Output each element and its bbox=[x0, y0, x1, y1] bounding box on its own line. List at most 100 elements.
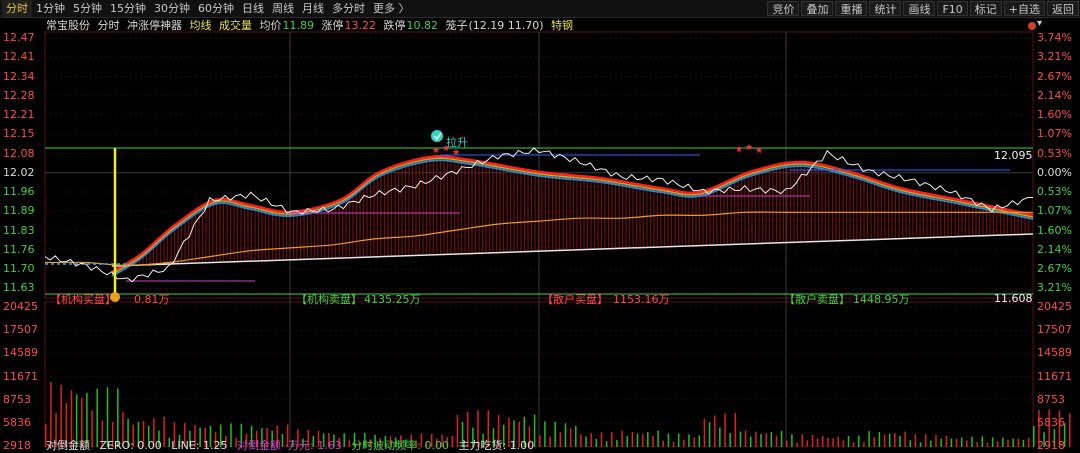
tab-9[interactable]: 多分时 bbox=[332, 2, 365, 15]
volume-bar bbox=[322, 433, 325, 447]
volume-bar bbox=[245, 433, 248, 447]
trend-curve bbox=[111, 155, 1034, 274]
sector-label[interactable]: 特钢 bbox=[551, 19, 574, 32]
tab-3[interactable]: 15分钟 bbox=[110, 2, 146, 15]
mode-label[interactable]: 分时 bbox=[97, 19, 120, 32]
toolbar-button-5[interactable]: F10 bbox=[937, 1, 968, 16]
volume-bar bbox=[708, 422, 711, 447]
volume-bar bbox=[101, 420, 104, 447]
volume-bar bbox=[595, 438, 598, 447]
volume-bar bbox=[564, 423, 567, 447]
tab-5[interactable]: 60分钟 bbox=[198, 2, 234, 15]
volume-bar bbox=[883, 434, 886, 447]
tab-10[interactable]: 更多 〉 bbox=[373, 2, 410, 15]
volume-bar bbox=[127, 418, 129, 447]
action-buttons: 竞价 叠加 重播 统计 画线 F10 标记 +自选 返回 bbox=[766, 0, 1080, 17]
percent-tick-label: 1.07% bbox=[1037, 204, 1072, 218]
percent-tick-label: 2.14% bbox=[1037, 242, 1072, 256]
volume-bar bbox=[739, 431, 742, 447]
volume-bar bbox=[1058, 410, 1061, 447]
inst-buy-label: 【机构买盘】 bbox=[50, 293, 116, 306]
tab-0[interactable]: 分时 bbox=[2, 0, 32, 17]
volume-bar bbox=[888, 433, 891, 447]
toolbar-button-3[interactable]: 统计 bbox=[869, 1, 902, 16]
avg-line-label[interactable]: 均线 bbox=[189, 19, 212, 32]
volume-bar bbox=[312, 435, 315, 447]
record-dot-icon[interactable] bbox=[1028, 22, 1036, 30]
volume-bar bbox=[1007, 439, 1009, 447]
check-icon bbox=[433, 132, 442, 141]
volume-bar bbox=[281, 434, 284, 447]
volume-bar bbox=[209, 426, 212, 447]
chevron-down-icon[interactable]: ▾ bbox=[1036, 18, 1042, 29]
retail-sell-label: 【散户卖盘】 bbox=[784, 293, 850, 306]
volume-bar bbox=[204, 427, 207, 447]
volume-bar bbox=[230, 423, 232, 447]
tab-7[interactable]: 周线 bbox=[272, 2, 294, 15]
volume-bar bbox=[683, 439, 685, 447]
volume-bar bbox=[297, 429, 299, 447]
toolbar-button-2[interactable]: 重播 bbox=[835, 1, 868, 16]
indicator-label[interactable]: 冲涨停神器 bbox=[127, 19, 182, 32]
volume-bar bbox=[466, 411, 469, 447]
bottom-item-4: 对倒金额 ·万元: 1.63 bbox=[237, 439, 342, 452]
volume-bar bbox=[554, 421, 556, 447]
volume-bar bbox=[960, 437, 963, 447]
toolbar-button-4[interactable]: 画线 bbox=[903, 1, 936, 16]
volume-bar bbox=[652, 436, 654, 447]
bottom-item-3: LINE: 1.25 bbox=[171, 439, 228, 452]
volume-tick-label: 2918 bbox=[1037, 439, 1065, 453]
volume-bar bbox=[348, 439, 351, 447]
volume-bar bbox=[863, 442, 865, 447]
tab-4[interactable]: 30分钟 bbox=[154, 2, 190, 15]
volume-bar bbox=[482, 433, 484, 447]
avg-price-label: 均价 bbox=[259, 19, 282, 32]
star-marker-icon: ★ bbox=[442, 144, 450, 154]
tab-8[interactable]: 月线 bbox=[302, 2, 324, 15]
percent-tick-label: 3.74% bbox=[1037, 31, 1072, 44]
volume-bar bbox=[945, 435, 948, 447]
volume-bar bbox=[60, 384, 62, 447]
volume-bar bbox=[286, 424, 289, 447]
volume-bar bbox=[255, 430, 258, 447]
stock-name: 常宝股份 bbox=[46, 19, 90, 32]
tab-1[interactable]: 1分钟 bbox=[36, 2, 65, 15]
info-bar: 常宝股份 分时 冲涨停神器 均线 成交量 均价11.89 涨停13.22 跌停1… bbox=[46, 18, 577, 34]
tab-6[interactable]: 日线 bbox=[242, 2, 264, 15]
volume-bar bbox=[976, 442, 978, 447]
toolbar-button-8[interactable]: 返回 bbox=[1047, 1, 1079, 16]
volume-bar bbox=[364, 432, 366, 447]
percent-tick-label: 0.53% bbox=[1037, 185, 1072, 198]
price-tick-label: 12.08 bbox=[3, 146, 35, 160]
cage-label: 笼子 bbox=[445, 19, 468, 32]
volume-tick-label: 5836 bbox=[1037, 416, 1065, 429]
toolbar-button-7[interactable]: +自选 bbox=[1003, 1, 1045, 16]
tab-2[interactable]: 5分钟 bbox=[73, 2, 102, 15]
volume-bar bbox=[96, 388, 98, 447]
volume-label[interactable]: 成交量 bbox=[219, 19, 252, 32]
volume-bar bbox=[677, 433, 680, 447]
toolbar-button-6[interactable]: 标记 bbox=[969, 1, 1002, 16]
percent-tick-label: 1.07% bbox=[1037, 127, 1072, 141]
volume-bar bbox=[307, 429, 309, 447]
percent-tick-label: 1.60% bbox=[1037, 108, 1072, 121]
volume-bar bbox=[70, 390, 73, 447]
volume-bar bbox=[703, 418, 706, 447]
toolbar-button-0[interactable]: 竞价 bbox=[767, 1, 800, 16]
volume-bar bbox=[852, 442, 855, 447]
volume-bar bbox=[713, 415, 716, 447]
toolbar-button-1[interactable]: 叠加 bbox=[801, 1, 834, 16]
price-tick-label: 12.28 bbox=[3, 88, 35, 102]
volume-bar bbox=[580, 434, 582, 447]
volume-bar bbox=[199, 427, 201, 447]
volume-bar bbox=[528, 426, 531, 447]
volume-tick-label: 8753 bbox=[1037, 392, 1065, 406]
volume-bar bbox=[955, 438, 958, 447]
volume-bar bbox=[791, 434, 793, 447]
volume-tick-label: 11671 bbox=[3, 369, 38, 383]
star-marker-icon: ★ bbox=[745, 143, 753, 153]
volume-bar bbox=[806, 440, 809, 447]
bottom-item-2: ZERO: 0.00 bbox=[99, 439, 162, 452]
volume-bar bbox=[786, 440, 788, 447]
